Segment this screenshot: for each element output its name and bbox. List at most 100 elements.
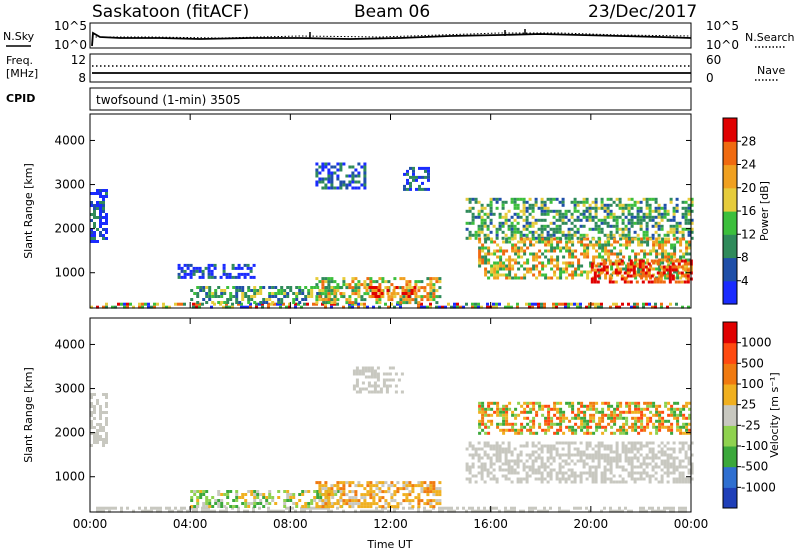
data-cell xyxy=(655,404,659,408)
data-cell xyxy=(471,474,475,478)
data-cell xyxy=(568,273,572,277)
data-cell xyxy=(432,481,436,485)
data-cell xyxy=(226,493,230,496)
data-cell xyxy=(207,509,210,513)
data-cell xyxy=(643,425,647,429)
data-cell xyxy=(342,490,346,494)
data-cell xyxy=(606,215,610,219)
data-cell xyxy=(144,509,147,513)
data-cell xyxy=(645,206,649,210)
data-cell xyxy=(621,450,625,454)
data-cell xyxy=(654,465,658,469)
data-cell xyxy=(360,496,364,500)
data-cell xyxy=(669,453,673,457)
data-cell xyxy=(238,496,242,499)
data-cell xyxy=(283,499,287,502)
data-cell xyxy=(280,286,284,289)
data-cell xyxy=(199,490,203,493)
data-cell xyxy=(534,203,538,207)
data-cell xyxy=(502,419,506,423)
data-cell xyxy=(90,396,93,399)
data-cell xyxy=(529,237,533,241)
data-cell xyxy=(306,506,309,510)
data-cell xyxy=(681,230,685,234)
data-cell xyxy=(556,255,560,259)
data-cell xyxy=(672,227,676,231)
data-cell xyxy=(636,305,639,309)
data-cell xyxy=(253,295,257,298)
data-cell xyxy=(247,289,251,292)
data-cell xyxy=(582,212,586,216)
data-cell xyxy=(671,262,675,266)
data-cell xyxy=(614,280,618,284)
data-cell xyxy=(602,265,606,269)
data-cell xyxy=(361,387,365,391)
data-cell xyxy=(499,422,503,426)
data-cell xyxy=(609,471,613,475)
data-cell xyxy=(438,509,441,513)
data-cell xyxy=(514,273,518,277)
data-cell xyxy=(427,178,430,182)
data-cell xyxy=(202,493,206,496)
data-cell xyxy=(547,404,551,408)
data-cell xyxy=(330,490,334,494)
data-cell xyxy=(688,413,692,417)
data-cell xyxy=(649,404,653,408)
data-cell xyxy=(547,243,551,247)
data-cell xyxy=(105,228,108,231)
data-cell xyxy=(619,404,623,408)
data-cell xyxy=(510,468,514,472)
data-cell xyxy=(541,261,545,265)
data-cell xyxy=(375,484,379,488)
data-cell xyxy=(634,261,638,265)
data-cell xyxy=(501,441,505,445)
data-cell xyxy=(625,416,629,420)
data-cell xyxy=(618,215,622,219)
data-cell xyxy=(237,263,241,267)
data-cell xyxy=(274,502,278,505)
data-cell xyxy=(673,407,677,411)
data-cell xyxy=(555,230,559,234)
data-cell xyxy=(427,172,430,176)
data-cell xyxy=(675,236,679,240)
data-cell xyxy=(196,301,200,304)
data-cell xyxy=(685,246,689,250)
data-cell xyxy=(489,209,493,213)
data-cell xyxy=(615,480,619,484)
data-cell xyxy=(348,496,352,500)
data-cell xyxy=(205,502,209,505)
data-cell xyxy=(676,240,680,244)
data-cell xyxy=(96,207,99,210)
data-cell xyxy=(210,275,214,279)
data-cell xyxy=(556,431,560,435)
data-cell xyxy=(543,468,547,472)
data-cell xyxy=(558,456,562,460)
data-cell xyxy=(387,298,391,302)
data-cell xyxy=(504,506,507,510)
data-cell xyxy=(571,252,575,256)
data-cell xyxy=(637,273,641,277)
data-cell xyxy=(580,416,584,420)
data-cell xyxy=(611,271,615,275)
data-cell xyxy=(690,221,694,225)
data-cell xyxy=(601,246,605,250)
data-cell xyxy=(468,206,472,210)
data-cell xyxy=(96,192,99,195)
data-cell xyxy=(555,450,559,454)
data-cell xyxy=(591,200,595,204)
data-cell xyxy=(525,441,529,445)
data-cell xyxy=(495,233,499,237)
data-cell xyxy=(525,444,529,448)
data-cell xyxy=(636,212,640,216)
data-cell xyxy=(529,243,533,247)
data-cell xyxy=(501,468,505,472)
data-cell xyxy=(471,509,474,513)
data-cell xyxy=(123,302,126,306)
data-cell xyxy=(484,240,488,244)
data-cell xyxy=(585,233,589,237)
data-cell xyxy=(480,447,484,451)
data-cell xyxy=(487,276,491,280)
data-cell xyxy=(580,419,584,423)
data-cell xyxy=(342,499,346,503)
data-cell xyxy=(292,292,296,295)
